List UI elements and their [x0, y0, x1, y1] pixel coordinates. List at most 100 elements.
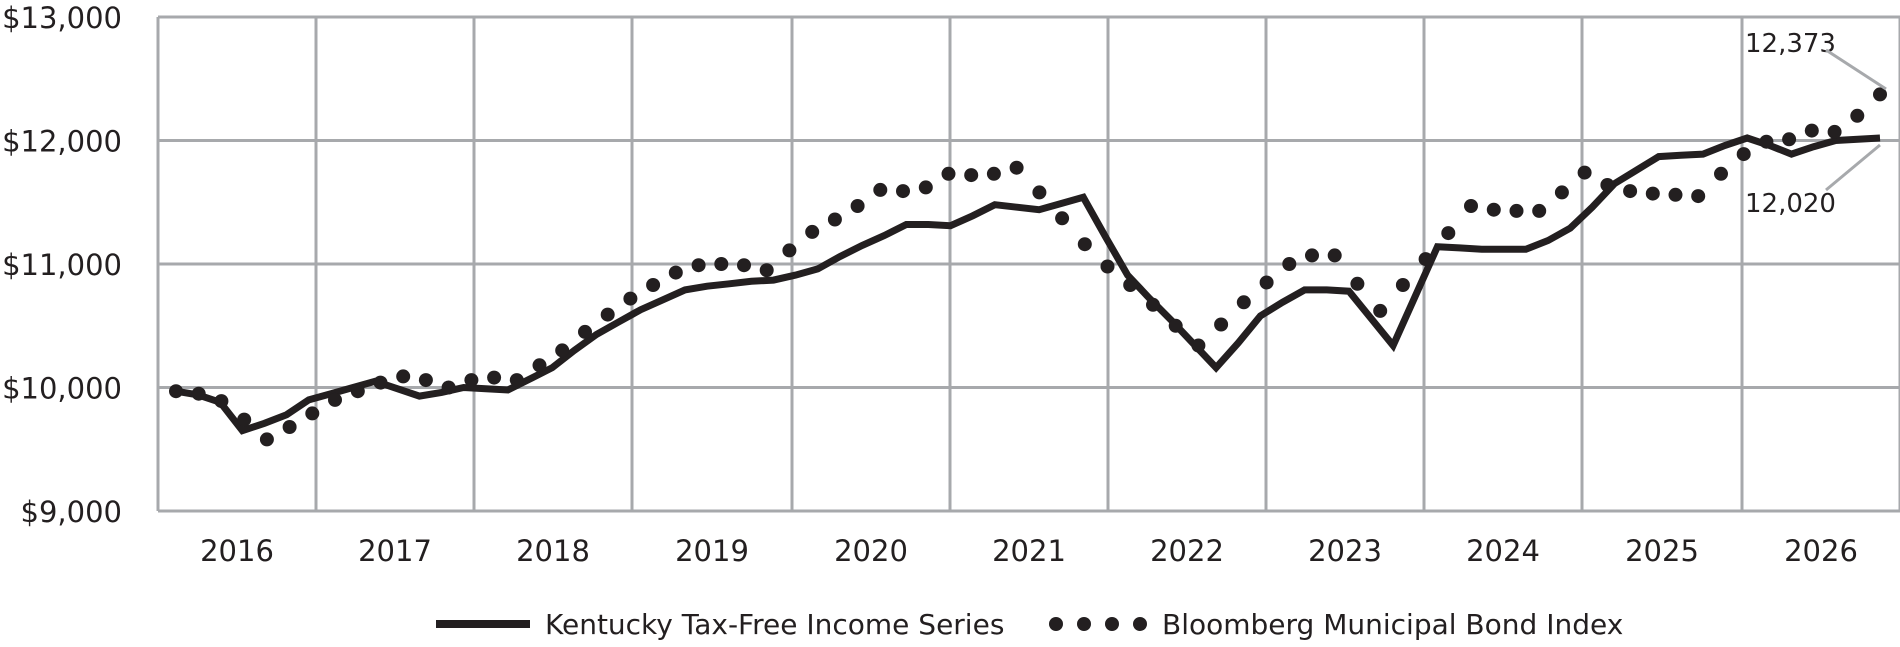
- x-tick-label: 2020: [834, 534, 908, 568]
- series-point-bloomberg: [1441, 226, 1456, 241]
- series-point-bloomberg: [1464, 199, 1478, 213]
- x-axis-tick-labels: 2016 2017 2018 2019 2020 2021 2022 2023 2024 2025…: [200, 534, 1858, 568]
- y-tick-label: $12,000: [2, 125, 122, 159]
- legend: Kentucky Tax-Free Income Series Bloomber…: [436, 608, 1623, 641]
- legend-label-kentucky: Kentucky Tax-Free Income Series: [545, 608, 1004, 641]
- series-point-bloomberg: [1055, 211, 1070, 226]
- series-point-bloomberg: [918, 180, 933, 195]
- series-point-bloomberg: [691, 258, 706, 273]
- series-point-bloomberg: [1804, 123, 1819, 138]
- series-point-bloomberg: [373, 375, 388, 390]
- series-point-bloomberg: [1395, 278, 1410, 292]
- series-point-bloomberg: [600, 307, 615, 322]
- series-point-bloomberg: [1350, 276, 1365, 291]
- annotation-kentucky-end: 12,020: [1745, 143, 1881, 219]
- x-tick-label: 2022: [1150, 534, 1224, 568]
- series-point-bloomberg: [1486, 202, 1501, 217]
- series-point-bloomberg: [1214, 317, 1229, 332]
- annotation-kentucky-leader-line: [1825, 143, 1881, 192]
- series-point-bloomberg: [759, 263, 774, 278]
- series-point-bloomberg: [1418, 252, 1433, 267]
- series-point-bloomberg: [1691, 189, 1706, 204]
- series-point-bloomberg: [1032, 185, 1047, 200]
- series-point-bloomberg: [1168, 318, 1183, 333]
- x-tick-label: 2023: [1308, 534, 1382, 568]
- series-point-bloomberg: [487, 370, 502, 385]
- series-point-bloomberg: [1077, 237, 1092, 252]
- series-point-bloomberg: [873, 182, 888, 197]
- annotation-bloomberg-end-label: 12,373: [1745, 29, 1836, 59]
- series-point-bloomberg: [1759, 134, 1774, 149]
- series-point-bloomberg: [464, 373, 479, 388]
- series-point-bloomberg: [555, 343, 570, 358]
- series-point-bloomberg: [396, 369, 411, 384]
- series-line-kentucky: [175, 134, 1881, 435]
- x-tick-label: 2021: [992, 534, 1066, 568]
- series-point-bloomberg: [1373, 303, 1388, 318]
- series-point-bloomberg: [237, 412, 252, 427]
- x-tick-label: 2026: [1784, 534, 1858, 568]
- series-point-bloomberg: [1873, 87, 1887, 102]
- series-kentucky-line: [175, 134, 1881, 435]
- legend-swatch-bloomberg: [1049, 617, 1147, 631]
- series-point-bloomberg: [350, 384, 365, 399]
- series-point-bloomberg: [191, 386, 206, 401]
- series-point-bloomberg: [1305, 248, 1319, 263]
- series-point-bloomberg: [714, 257, 729, 271]
- series-point-bloomberg: [1577, 165, 1592, 180]
- series-point-bloomberg: [941, 166, 956, 181]
- series-point-bloomberg: [1009, 160, 1024, 175]
- series-point-bloomberg: [805, 224, 820, 239]
- series-point-bloomberg: [1100, 259, 1115, 274]
- series-point-bloomberg: [964, 168, 979, 183]
- y-tick-label: $11,000: [2, 248, 122, 282]
- series-point-bloomberg: [986, 166, 1001, 181]
- series-point-bloomberg: [509, 373, 524, 388]
- series-point-bloomberg: [1259, 275, 1274, 290]
- series-point-bloomberg: [1327, 248, 1342, 263]
- y-tick-label: $9,000: [21, 495, 122, 529]
- series-point-bloomberg: [1827, 124, 1842, 139]
- series-point-bloomberg: [1736, 147, 1751, 162]
- series-point-bloomberg: [1623, 184, 1638, 199]
- annotation-bloomberg-leader-line: [1825, 48, 1887, 91]
- annotation-kentucky-end-label: 12,020: [1745, 189, 1836, 219]
- series-point-bloomberg: [259, 432, 274, 447]
- series-point-bloomberg: [1600, 178, 1615, 192]
- y-tick-label: $10,000: [2, 372, 122, 406]
- x-tick-label: 2018: [516, 534, 590, 568]
- series-point-bloomberg: [1645, 186, 1660, 201]
- series-point-bloomberg: [169, 384, 183, 399]
- series-point-bloomberg: [1532, 203, 1547, 218]
- series-point-bloomberg: [782, 243, 797, 258]
- series-point-bloomberg: [282, 420, 297, 434]
- x-tick-label: 2016: [200, 534, 274, 568]
- series-point-bloomberg: [827, 212, 842, 227]
- series-point-bloomberg: [668, 265, 683, 280]
- series-bloomberg-dots: [169, 87, 1887, 447]
- series-point-bloomberg: [623, 291, 638, 306]
- x-tick-label: 2019: [675, 534, 749, 568]
- series-point-bloomberg: [1554, 185, 1569, 200]
- series-point-bloomberg: [1282, 257, 1297, 271]
- series-point-bloomberg: [646, 278, 661, 292]
- annotation-bloomberg-end: 12,373: [1745, 29, 1887, 91]
- series-point-bloomberg: [532, 358, 547, 373]
- series-point-bloomberg: [1191, 338, 1206, 353]
- series-point-bloomberg: [305, 406, 320, 421]
- series-point-bloomberg: [441, 380, 456, 395]
- legend-label-bloomberg: Bloomberg Municipal Bond Index: [1162, 608, 1623, 641]
- y-tick-label: $13,000: [2, 1, 122, 35]
- x-tick-label: 2025: [1625, 534, 1699, 568]
- series-point-bloomberg: [418, 373, 433, 388]
- series-point-bloomberg: [1146, 297, 1160, 312]
- series-point-bloomberg: [1850, 108, 1865, 123]
- series-point-bloomberg: [1509, 203, 1524, 218]
- series-point-bloomberg: [737, 258, 751, 273]
- series-point-bloomberg: [896, 184, 910, 199]
- series-point-bloomberg: [1782, 132, 1797, 147]
- series-point-bloomberg: [850, 199, 865, 213]
- series-point-bloomberg: [578, 324, 592, 339]
- series-point-bloomberg: [1236, 295, 1251, 310]
- series-point-bloomberg: [214, 394, 229, 409]
